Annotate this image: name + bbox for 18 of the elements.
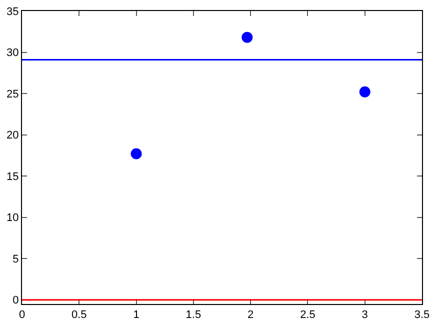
point	[359, 86, 370, 98]
y-tick-label: 5	[12, 253, 19, 266]
x-tick-label: 3.5	[414, 309, 430, 322]
y-tick-label: 25	[6, 88, 19, 100]
x-tick-label: 2.5	[300, 309, 316, 322]
x-tick-label: 1	[133, 309, 140, 322]
y-tick-label: 15	[6, 170, 19, 183]
x-tick-label: 0.5	[71, 309, 87, 322]
x-tick-label: 1.5	[186, 309, 202, 322]
y-tick-label: 35	[6, 6, 19, 18]
y-tick-label: 0	[12, 294, 19, 307]
point	[130, 148, 142, 160]
point	[242, 32, 253, 43]
y-tick-label: 30	[6, 47, 19, 60]
y-tick-label: 10	[6, 212, 19, 224]
x-tick-label: 3	[362, 309, 368, 322]
x-tick-label: 2	[248, 309, 254, 322]
y-tick-label: 20	[6, 130, 19, 142]
